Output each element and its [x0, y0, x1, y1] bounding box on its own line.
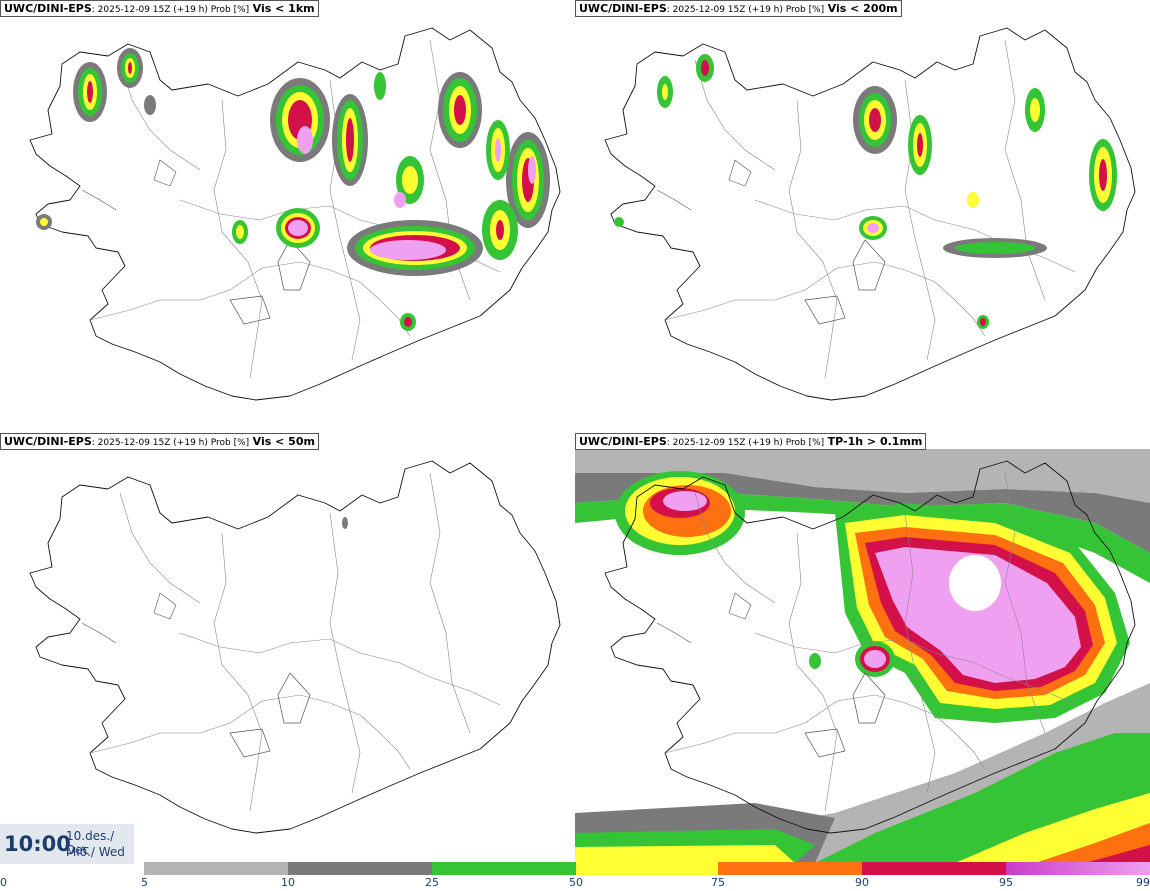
iceland-map: [575, 449, 1150, 863]
legend-tick-0: 0: [0, 876, 7, 889]
map-panel-vis-50m: UWC/DINI-EPS: 2025-12-09 15Z (+19 h) Pro…: [0, 433, 575, 863]
legend-tick-50: 50: [569, 876, 583, 889]
legend-tick-75: 75: [711, 876, 725, 889]
probability-field: [36, 48, 550, 331]
area-westfjords: [615, 471, 745, 555]
panel-title: UWC/DINI-EPS: 2025-12-09 15Z (+19 h) Pro…: [575, 433, 927, 450]
variable-name: Vis < 200m: [827, 2, 898, 15]
probability-spot: [342, 517, 348, 529]
run-info: : 2025-12-09 15Z (+19 h) Prob [%]: [666, 438, 825, 448]
map-panel-precip: UWC/DINI-EPS: 2025-12-09 15Z (+19 h) Pro…: [575, 433, 1150, 863]
legend-tick-5: 5: [141, 876, 148, 889]
area-northeast-2: [482, 200, 518, 260]
model-name: UWC/DINI-EPS: [4, 2, 92, 15]
valid-date: 10.des./ Dec: [66, 829, 115, 857]
probability-colorbar: 0 5 10 25 50 75 90 95 99: [0, 862, 1150, 891]
area-westfjords-1: [73, 62, 107, 122]
legend-tick-10: 10: [281, 876, 295, 889]
area-highland: [809, 641, 895, 677]
run-info: : 2025-12-09 15Z (+19 h) Prob [%]: [91, 438, 250, 448]
panel-title: UWC/DINI-EPS: 2025-12-09 15Z (+19 h) Pro…: [575, 0, 902, 17]
area-north-1: [270, 78, 330, 162]
legend-swatch-5: [144, 862, 288, 875]
run-info: : 2025-12-09 15Z (+19 h) Prob [%]: [666, 5, 825, 15]
variable-name: TP-1h > 0.1mm: [827, 435, 923, 448]
legend-tick-25: 25: [425, 876, 439, 889]
iceland-map: [604, 27, 1136, 401]
variable-name: Vis < 1km: [252, 2, 315, 15]
area-east-1: [506, 132, 550, 228]
panel-title: UWC/DINI-EPS: 2025-12-09 15Z (+19 h) Pro…: [0, 0, 319, 17]
legend-swatch-95: [1006, 862, 1150, 875]
probability-field: [614, 54, 1117, 329]
area-highland-2: [347, 220, 483, 276]
valid-weekday: Mið./ Wed: [66, 845, 125, 859]
area-east-2: [486, 120, 510, 180]
iceland-map: [29, 27, 561, 401]
map-panel-vis-200m: UWC/DINI-EPS: 2025-12-09 15Z (+19 h) Pro…: [575, 0, 1150, 430]
area-highland-1: [276, 208, 320, 248]
iceland-map: [29, 460, 561, 834]
area-westfjords-2: [117, 48, 143, 88]
model-name: UWC/DINI-EPS: [579, 2, 667, 15]
area-misc: [36, 72, 424, 331]
valid-time-box: 10:00 10.des./ Dec Mið./ Wed: [0, 824, 134, 864]
panel-title: UWC/DINI-EPS: 2025-12-09 15Z (+19 h) Pro…: [0, 433, 319, 450]
legend-swatch-90: [862, 862, 1006, 875]
area-interior-clear: [949, 555, 1001, 611]
sea-southwest-band: [575, 803, 835, 863]
legend-swatch-50: [576, 862, 718, 875]
model-name: UWC/DINI-EPS: [4, 435, 92, 448]
legend-swatch-10: [288, 862, 432, 875]
legend-swatch-75: [718, 862, 862, 875]
map-panel-vis-1km: UWC/DINI-EPS: 2025-12-09 15Z (+19 h) Pro…: [0, 0, 575, 430]
area-north-2: [332, 94, 368, 186]
variable-name: Vis < 50m: [252, 435, 315, 448]
legend-swatch-25: [432, 862, 576, 875]
valid-time: 10:00: [4, 832, 71, 856]
run-info: : 2025-12-09 15Z (+19 h) Prob [%]: [91, 5, 250, 15]
area-northeast-1: [438, 72, 482, 148]
legend-tick-99: 99: [1136, 876, 1150, 889]
legend-tick-90: 90: [855, 876, 869, 889]
probability-field: [575, 449, 1150, 863]
model-name: UWC/DINI-EPS: [579, 435, 667, 448]
legend-tick-95: 95: [999, 876, 1013, 889]
